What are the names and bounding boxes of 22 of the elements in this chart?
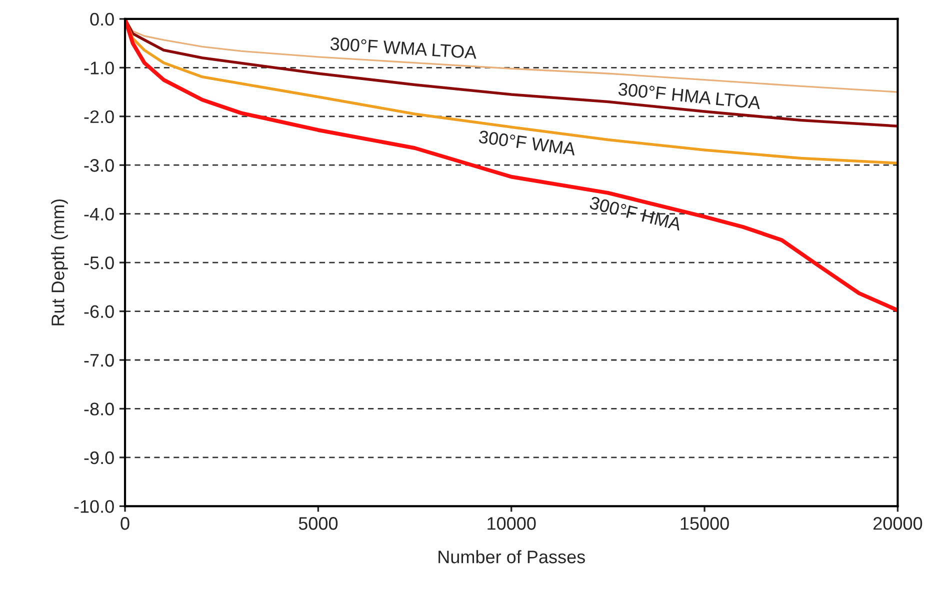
y-tick-label: -7.0 bbox=[84, 354, 114, 367]
y-tick-label: -10.0 bbox=[74, 500, 114, 513]
x-tick-label: 15000 bbox=[680, 517, 729, 530]
y-tick-label: -3.0 bbox=[84, 159, 114, 172]
y-tick-label: -8.0 bbox=[84, 402, 114, 416]
x-tick-label: 5000 bbox=[298, 517, 338, 530]
y-tick-label: -6.0 bbox=[84, 305, 114, 318]
x-axis-title: Number of Passes bbox=[438, 550, 585, 564]
y-tick-label: 0.0 bbox=[90, 12, 114, 26]
x-tick-label: 0 bbox=[120, 517, 130, 530]
y-tick-label: -5.0 bbox=[84, 256, 114, 270]
y-tick-label: -2.0 bbox=[84, 110, 114, 124]
text: 300°F HMA bbox=[589, 196, 682, 231]
series-label: 300°F WMA LTOA bbox=[330, 37, 478, 59]
y-tick-label: -1.0 bbox=[84, 62, 114, 74]
y-tick-label: -9.0 bbox=[84, 451, 114, 464]
text: 300°F WMA bbox=[478, 130, 576, 156]
x-tick-label: 10000 bbox=[488, 517, 536, 530]
y-tick-label: -4.0 bbox=[84, 208, 114, 221]
x-tick-label: 20000 bbox=[874, 517, 922, 530]
text: 300°F HMA LTOA bbox=[618, 82, 761, 110]
y-axis-title: Rut Depth (mm) bbox=[51, 199, 68, 326]
